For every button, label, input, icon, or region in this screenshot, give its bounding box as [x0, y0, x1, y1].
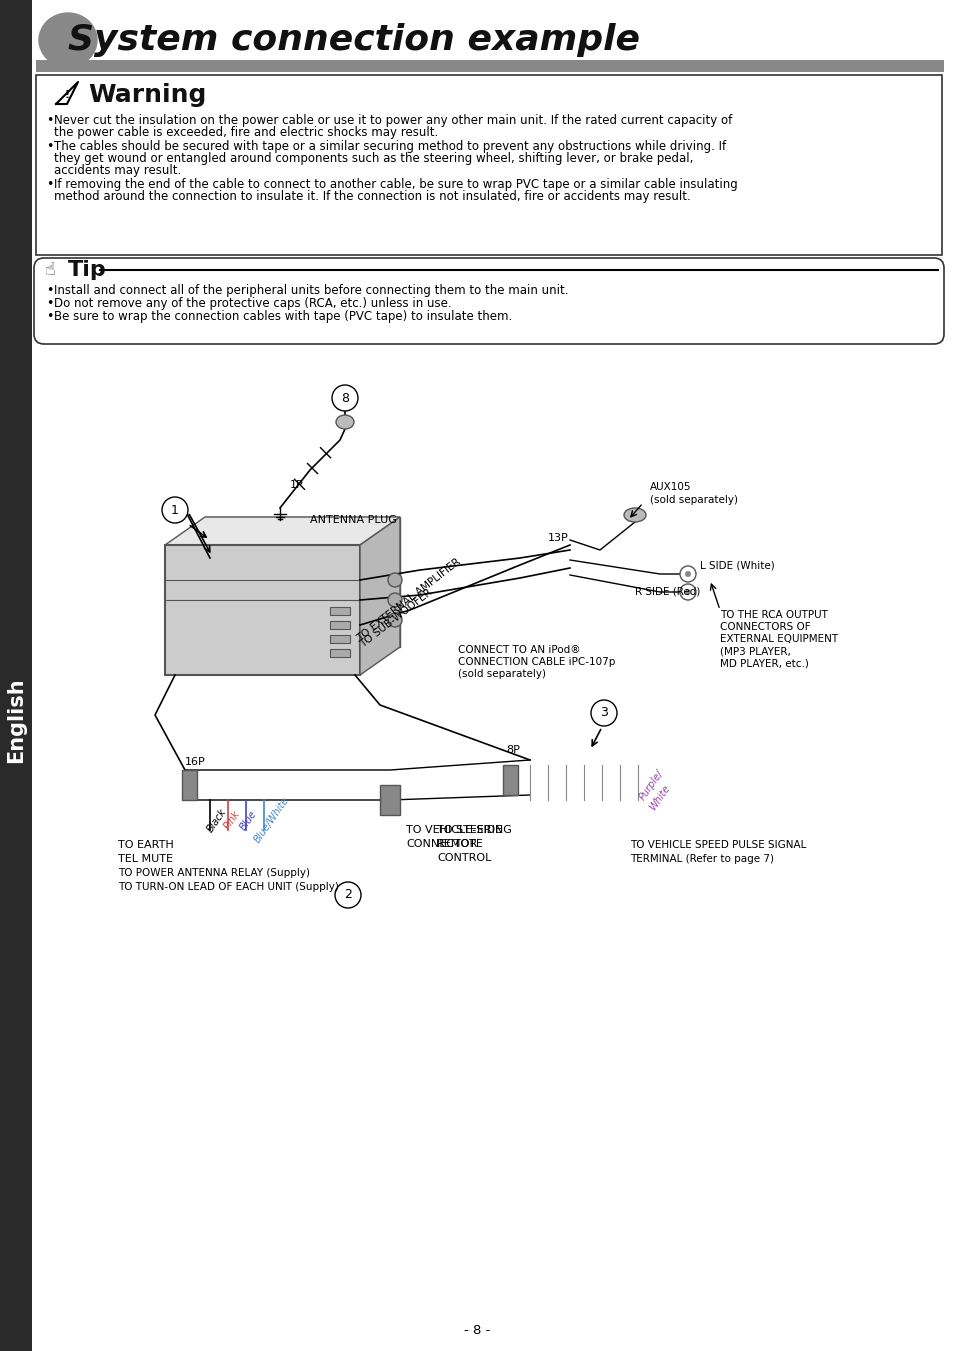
Text: TERMINAL (Refer to page 7): TERMINAL (Refer to page 7)	[629, 854, 773, 865]
Text: TEL MUTE: TEL MUTE	[118, 854, 172, 865]
Text: TO SUB-WOOFER: TO SUB-WOOFER	[357, 586, 434, 650]
Text: CONNECT TO AN iPod®: CONNECT TO AN iPod®	[457, 644, 579, 655]
Text: Do not remove any of the protective caps (RCA, etc.) unless in use.: Do not remove any of the protective caps…	[54, 297, 451, 309]
Text: - 8 -: - 8 -	[463, 1324, 490, 1336]
Text: If removing the end of the cable to connect to another cable, be sure to wrap PV: If removing the end of the cable to conn…	[54, 178, 737, 190]
Text: White: White	[647, 784, 672, 812]
Text: 8P: 8P	[505, 744, 519, 755]
Text: •: •	[46, 113, 53, 127]
Text: TO VEHICLE SPEED PULSE SIGNAL: TO VEHICLE SPEED PULSE SIGNAL	[629, 840, 805, 850]
Text: 1: 1	[171, 504, 179, 516]
Text: method around the connection to insulate it. If the connection is not insulated,: method around the connection to insulate…	[54, 190, 690, 203]
Text: •: •	[46, 284, 53, 297]
Text: CONNECTORS OF: CONNECTORS OF	[720, 621, 810, 632]
Text: (sold separately): (sold separately)	[649, 494, 738, 505]
Bar	[330, 635, 350, 643]
Text: •: •	[46, 141, 53, 153]
Text: ☝: ☝	[45, 261, 55, 280]
Circle shape	[388, 613, 401, 627]
Text: System connection example: System connection example	[68, 23, 639, 57]
Polygon shape	[165, 544, 359, 676]
Circle shape	[388, 573, 401, 586]
Text: TO THE RCA OUTPUT: TO THE RCA OUTPUT	[720, 611, 827, 620]
Text: 1P: 1P	[290, 480, 303, 490]
Text: Be sure to wrap the connection cables with tape (PVC tape) to insulate them.: Be sure to wrap the connection cables wi…	[54, 309, 512, 323]
Text: L SIDE (White): L SIDE (White)	[700, 561, 774, 571]
Text: !: !	[65, 91, 70, 100]
Circle shape	[684, 571, 690, 577]
Polygon shape	[165, 517, 399, 544]
Circle shape	[679, 566, 696, 582]
Text: TO EARTH: TO EARTH	[118, 840, 173, 850]
Text: accidents may result.: accidents may result.	[54, 163, 181, 177]
Bar	[330, 607, 350, 615]
Text: REMOTE: REMOTE	[436, 839, 483, 848]
Bar	[0, 0, 32, 1351]
Bar	[502, 765, 517, 794]
Circle shape	[679, 584, 696, 600]
Text: Never cut the insulation on the power cable or use it to power any other main un: Never cut the insulation on the power ca…	[54, 113, 732, 127]
Text: The cables should be secured with tape or a similar securing method to prevent a: The cables should be secured with tape o…	[54, 141, 725, 153]
Text: CONNECTION CABLE iPC-107p: CONNECTION CABLE iPC-107p	[457, 657, 615, 667]
Ellipse shape	[623, 508, 645, 521]
Text: CONNECTOR: CONNECTOR	[406, 839, 476, 848]
Bar	[330, 621, 350, 630]
Text: •: •	[46, 309, 53, 323]
Text: TO EXTERNAL AMPLIFIER: TO EXTERNAL AMPLIFIER	[355, 557, 462, 643]
Text: Pink: Pink	[222, 809, 242, 831]
Text: 2: 2	[344, 889, 352, 901]
Text: 13P: 13P	[547, 534, 568, 543]
Text: Purple/: Purple/	[638, 769, 665, 802]
Bar	[330, 648, 350, 657]
Text: MD PLAYER, etc.): MD PLAYER, etc.)	[720, 658, 808, 667]
FancyBboxPatch shape	[34, 258, 943, 345]
Bar	[379, 785, 399, 815]
FancyBboxPatch shape	[36, 76, 941, 255]
Ellipse shape	[335, 415, 354, 430]
Ellipse shape	[39, 14, 97, 68]
Text: ANTENNA PLUG: ANTENNA PLUG	[310, 515, 396, 526]
Circle shape	[388, 593, 401, 607]
Text: Black: Black	[205, 807, 228, 834]
Text: the power cable is exceeded, fire and electric shocks may result.: the power cable is exceeded, fire and el…	[54, 126, 437, 139]
Text: •: •	[46, 178, 53, 190]
Text: R SIDE (Red): R SIDE (Red)	[635, 586, 700, 597]
Text: they get wound or entangled around components such as the steering wheel, shifti: they get wound or entangled around compo…	[54, 153, 693, 165]
Text: TO VEHICLE-SIDE: TO VEHICLE-SIDE	[406, 825, 501, 835]
Polygon shape	[359, 517, 399, 676]
Text: 3: 3	[599, 707, 607, 720]
Text: Blue/White: Blue/White	[252, 796, 291, 844]
Circle shape	[684, 589, 690, 594]
Bar	[182, 770, 196, 800]
Text: TO TURN-ON LEAD OF EACH UNIT (Supply): TO TURN-ON LEAD OF EACH UNIT (Supply)	[118, 882, 338, 892]
Circle shape	[590, 700, 617, 725]
Polygon shape	[205, 517, 399, 647]
Text: (MP3 PLAYER,: (MP3 PLAYER,	[720, 646, 790, 657]
Text: Warning: Warning	[88, 82, 206, 107]
Text: Tip: Tip	[68, 259, 107, 280]
Circle shape	[162, 497, 188, 523]
Text: TO POWER ANTENNA RELAY (Supply): TO POWER ANTENNA RELAY (Supply)	[118, 867, 310, 878]
Text: Blue: Blue	[237, 808, 258, 832]
Text: 16P: 16P	[185, 757, 206, 767]
Circle shape	[335, 882, 360, 908]
Text: AUX105: AUX105	[649, 482, 691, 492]
Text: EXTERNAL EQUIPMENT: EXTERNAL EQUIPMENT	[720, 634, 838, 644]
Circle shape	[332, 385, 357, 411]
Text: Install and connect all of the peripheral units before connecting them to the ma: Install and connect all of the periphera…	[54, 284, 568, 297]
Bar	[36, 59, 943, 72]
Polygon shape	[56, 82, 78, 104]
Text: English: English	[6, 677, 26, 763]
Text: TO STEERING: TO STEERING	[436, 825, 512, 835]
Text: CONTROL: CONTROL	[436, 852, 491, 863]
Text: 8: 8	[340, 392, 349, 404]
Text: •: •	[46, 297, 53, 309]
Text: (sold separately): (sold separately)	[457, 669, 545, 680]
